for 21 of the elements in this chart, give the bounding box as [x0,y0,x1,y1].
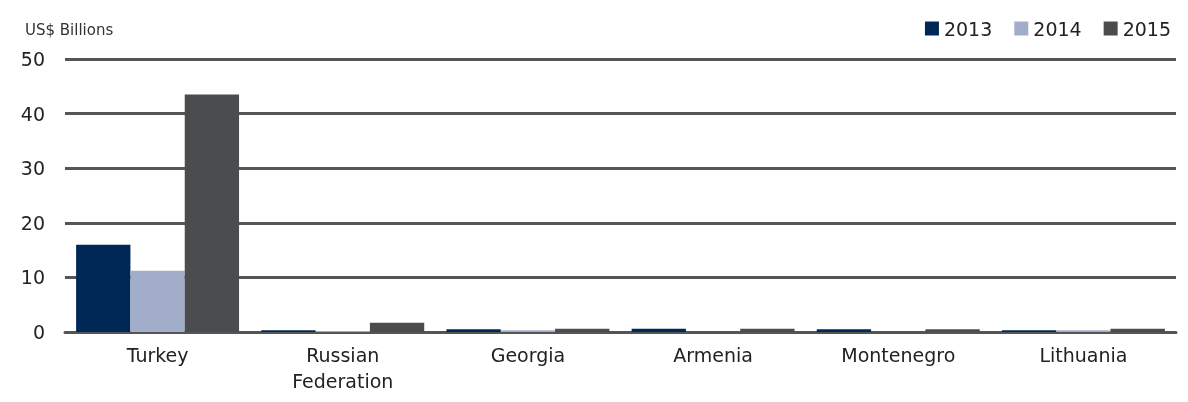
bar [631,328,686,332]
x-tick-label: Lithuania [1039,344,1128,366]
legend-label: 2015 [1122,17,1172,40]
x-tick-label: Montenegro [841,344,956,366]
y-tick-label: 50 [20,48,45,70]
bar [76,244,131,332]
y-axis-title: US$ Billions [25,20,114,39]
y-tick-label: 40 [20,102,45,125]
y-tick-label: 10 [20,266,45,289]
x-tick-label: Turkey [125,344,189,366]
y-tick-label: 30 [20,157,45,180]
legend-label: 2014 [1033,17,1082,40]
x-tick-label: Georgia [490,344,566,366]
bar [816,329,872,332]
y-tick-label: 0 [32,321,45,343]
bar [130,270,185,332]
x-tick-label: Armenia [673,344,753,366]
x-tick-label: Russian Federation [292,344,394,392]
bar [446,329,501,332]
legend-label: 2013 [943,17,993,40]
y-tick-label: 20 [20,211,45,234]
